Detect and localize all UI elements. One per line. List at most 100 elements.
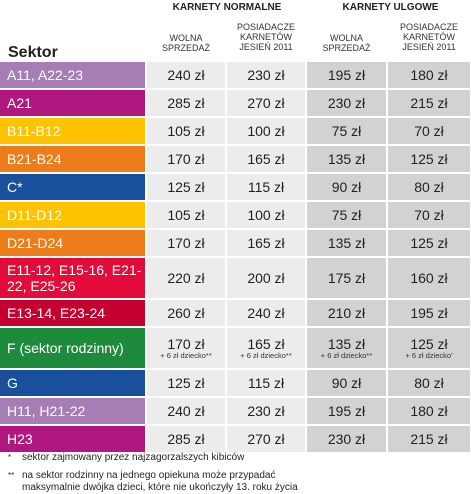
table-row: H11, H21-22 240 zł 230 zł 195 zł 180 zł [0, 398, 471, 424]
price-value: 135 zł [327, 234, 366, 251]
footnote-text: sektor zajmowany przez najzagorzalszych … [22, 452, 245, 463]
price-value: 75 zł [331, 206, 362, 223]
col-header-line: KARNETÓW [239, 32, 292, 42]
table-row: D11-D12 105 zł 100 zł 75 zł 70 zł [0, 202, 471, 228]
price-value: 260 zł [167, 304, 205, 321]
price-cell: 90 zł [307, 174, 386, 200]
price-value: 270 zł [247, 94, 285, 111]
price-cell: 285 zł [147, 90, 225, 116]
col-header-posiadacze-ulgowe: POSIADACZE KARNETÓW JESIEŃ 2011 [388, 22, 470, 52]
sector-label: D11-D12 [0, 202, 145, 228]
price-cell: 115 zł [227, 370, 305, 396]
price-value: 70 zł [414, 122, 444, 139]
price-value: 285 zł [167, 94, 205, 111]
price-cell: 165 zł + 6 zł dziecko** [227, 328, 305, 368]
col-header-line: SPRZEDAŻ [322, 43, 371, 53]
col-header-line: JESIEŃ 2011 [402, 42, 456, 52]
price-table: A11, A22-23 240 zł 230 zł 195 zł 180 zł A21 28… [0, 62, 471, 454]
sector-label: B11-B12 [0, 118, 145, 144]
group-header-normalne: KARNETY NORMALNE [172, 2, 282, 13]
price-cell: 215 zł [388, 90, 470, 116]
sector-label: H23 [0, 426, 145, 452]
price-cell: 135 zł [307, 230, 386, 256]
footnote: maksymalnie dwójka dzieci, które nie uko… [8, 482, 298, 494]
col-header-wolna-ulgowe: WOLNA SPRZEDAŻ [307, 33, 386, 53]
child-surcharge-note: + 6 zł dziecko** [160, 350, 212, 360]
col-header-line: KARNETÓW [402, 32, 455, 42]
price-value: 195 zł [327, 402, 366, 419]
price-cell: 200 zł [227, 258, 305, 298]
price-cell: 100 zł [227, 118, 305, 144]
price-cell: 270 zł [227, 90, 305, 116]
price-cell: 240 zł [147, 62, 225, 88]
price-value: 90 zł [331, 178, 362, 195]
child-surcharge-note: + 6 zł dziecko' [405, 350, 453, 360]
col-header-line: POSIADACZE [236, 22, 295, 32]
price-cell: 115 zł [227, 174, 305, 200]
price-value: 80 zł [414, 374, 444, 391]
price-value: 230 zł [327, 94, 366, 111]
price-value: 100 zł [247, 206, 285, 223]
sector-label: A21 [0, 90, 145, 116]
price-cell: 70 zł [388, 118, 470, 144]
price-cell: 220 zł [147, 258, 225, 298]
col-header-line: POSIADACZE [399, 22, 458, 32]
col-header-wolna-normal: WOLNA SPRZEDAŻ [147, 33, 225, 53]
table-row: C* 125 zł 115 zł 90 zł 80 zł [0, 174, 471, 200]
price-value: 125 zł [410, 150, 448, 167]
price-cell: 230 zł [227, 398, 305, 424]
price-value: 115 zł [247, 374, 285, 391]
price-cell: 180 zł [388, 398, 470, 424]
price-value: 215 zł [410, 94, 448, 111]
footnote-text: maksymalnie dwójka dzieci, które nie uko… [22, 482, 298, 493]
table-row: A11, A22-23 240 zł 230 zł 195 zł 180 zł [0, 62, 471, 88]
price-value: 125 zł [167, 178, 205, 195]
sector-label: D21-D24 [0, 230, 145, 256]
price-cell: 210 zł [307, 300, 386, 326]
price-cell: 170 zł + 6 zł dziecko** [147, 328, 225, 368]
price-value: 240 zł [167, 402, 205, 419]
price-cell: 175 zł [307, 258, 386, 298]
price-value: 70 zł [414, 206, 444, 223]
price-value: 165 zł [247, 335, 285, 352]
price-cell: 180 zł [388, 62, 470, 88]
price-cell: 195 zł [307, 398, 386, 424]
price-cell: 135 zł [307, 146, 386, 172]
price-value: 165 zł [247, 234, 285, 251]
price-cell: 270 zł [227, 426, 305, 452]
price-cell: 105 zł [147, 118, 225, 144]
table-row: D21-D24 170 zł 165 zł 135 zł 125 zł [0, 230, 471, 256]
price-cell: 195 zł [388, 300, 470, 326]
table-row: E13-14, E23-24 260 zł 240 zł 210 zł 195 zł [0, 300, 471, 326]
col-header-line: WOLNA [329, 33, 363, 43]
price-cell: 70 zł [388, 202, 470, 228]
price-value: 270 zł [247, 430, 285, 447]
group-header-ulgowe: KARNETY ULGOWE [342, 2, 439, 13]
price-cell: 125 zł [388, 146, 470, 172]
price-value: 125 zł [410, 335, 448, 352]
sector-label: A11, A22-23 [0, 62, 145, 88]
sector-label: E13-14, E23-24 [0, 300, 145, 326]
col-header-line: SPRZEDAŻ [161, 43, 210, 53]
price-cell: 285 zł [147, 426, 225, 452]
price-cell: 260 zł [147, 300, 225, 326]
price-value: 115 zł [247, 178, 285, 195]
price-cell: 165 zł [227, 230, 305, 256]
price-value: 180 zł [410, 66, 448, 83]
child-surcharge-note: + 6 zł dziecko** [240, 350, 292, 360]
table-row: G 125 zł 115 zł 90 zł 80 zł [0, 370, 471, 396]
col-header-line: JESIEŃ 2011 [239, 42, 293, 52]
price-value: 220 zł [167, 269, 205, 286]
price-cell: 165 zł [227, 146, 305, 172]
price-cell: 125 zł + 6 zł dziecko' [388, 328, 470, 368]
sector-label: H11, H21-22 [0, 398, 145, 424]
price-value: 100 zł [247, 122, 285, 139]
price-value: 210 zł [327, 304, 366, 321]
price-value: 240 zł [247, 304, 285, 321]
table-row: H23 285 zł 270 zł 230 zł 215 zł [0, 426, 471, 452]
price-value: 90 zł [331, 374, 362, 391]
price-value: 215 zł [410, 430, 448, 447]
price-cell: 230 zł [307, 426, 386, 452]
price-value: 285 zł [167, 430, 205, 447]
sektor-header: Sektor [8, 44, 58, 61]
